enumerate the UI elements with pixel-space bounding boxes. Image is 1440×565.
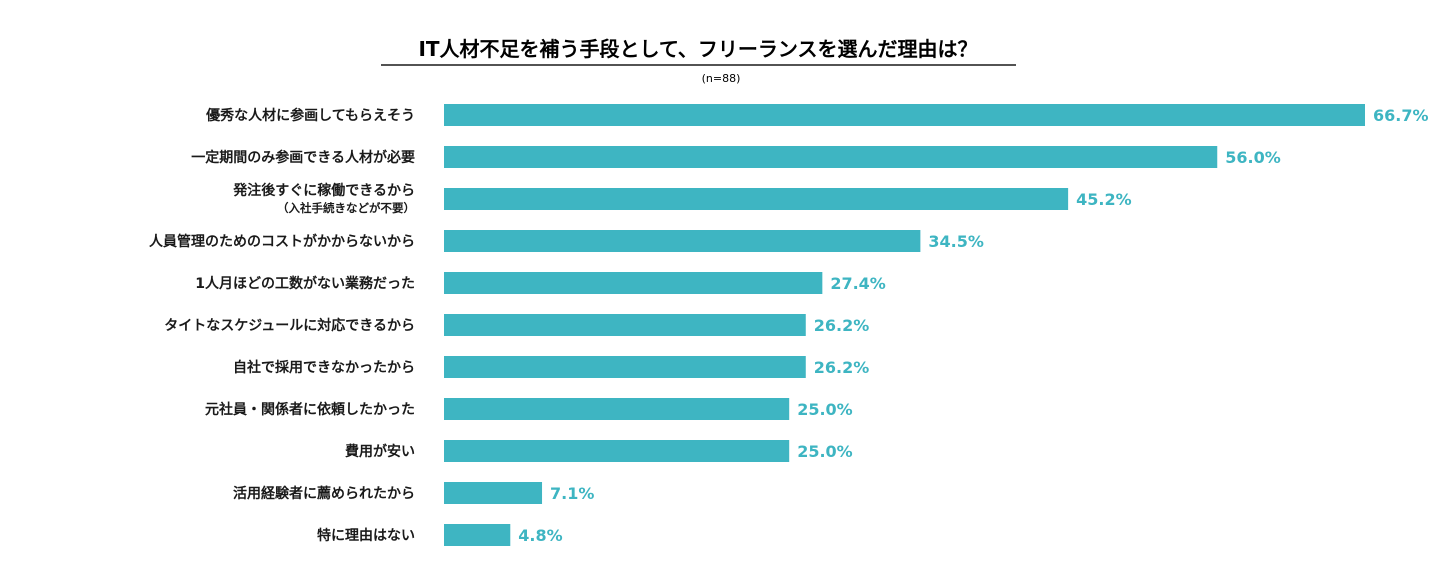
value-label: 25.0% [797,400,853,419]
bar [444,356,806,378]
bar [444,440,790,462]
bar [444,272,823,294]
value-label: 26.2% [814,358,870,377]
value-label: 25.0% [797,442,853,461]
bar [444,146,1218,168]
value-label: 45.2% [1076,190,1132,209]
category-label: 活用経験者に薦められたから [233,485,415,502]
chart-subtitle: (n=88) [702,72,741,85]
category-label: 優秀な人材に参画してもらえそう [205,107,415,124]
bar [444,104,1365,126]
value-label: 66.7% [1373,106,1429,125]
bars-layer: 66.7% 優秀な人材に参画してもらえそう 56.0% 一定期間のみ参画できる人材が必… [149,104,1429,546]
category-label: 費用が安い [345,443,415,460]
value-label: 56.0% [1225,148,1281,167]
category-label: 一定期間のみ参画できる人材が必要 [191,149,415,166]
value-label: 34.5% [928,232,984,251]
bar [444,188,1069,210]
category-label: タイトなスケジュールに対応できるから [164,317,415,334]
category-label: 発注後すぐに稼働できるから [232,182,415,199]
bar [444,524,511,546]
value-label: 26.2% [814,316,870,335]
category-label: 元社員・関係者に依頼したかった [205,401,415,418]
category-label: 1人月ほどの工数がない業務だった [195,275,415,292]
category-label: 特に理由はない [317,527,415,544]
bar [444,314,806,336]
chart-title: IT人材不足を補う手段として、フリーランスを選んだ理由は？ [418,37,977,61]
bar [444,398,790,420]
value-label: 4.8% [518,526,562,545]
category-label: 自社で採用できなかったから [233,359,415,376]
value-label: 27.4% [830,274,886,293]
bar [444,230,921,252]
value-label: 7.1% [550,484,594,503]
category-label: 人員管理のためのコストがかからないから [149,233,415,250]
category-sublabel: （入社手続きなどが不要） [277,201,415,215]
bar [444,482,543,504]
